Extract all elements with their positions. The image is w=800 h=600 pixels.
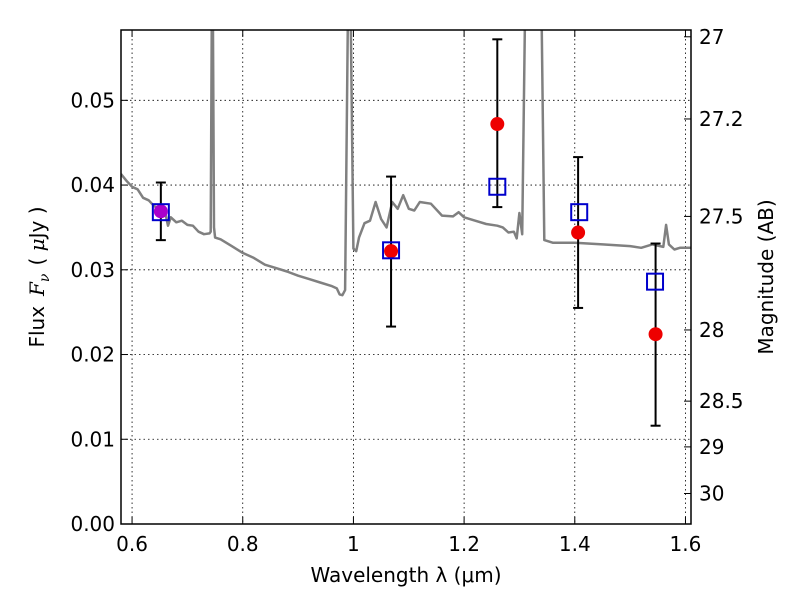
observed-point bbox=[384, 244, 399, 259]
right-tick-label: 27 bbox=[699, 25, 724, 49]
right-tick-label: 28 bbox=[699, 318, 724, 342]
model-band-point bbox=[570, 203, 589, 222]
x-tick-label: 1.2 bbox=[448, 532, 480, 556]
x-tick-label: 1.6 bbox=[670, 532, 702, 556]
right-tick-label: 30 bbox=[699, 481, 724, 505]
plot-frame bbox=[120, 29, 692, 525]
y-tick-label: 0.02 bbox=[70, 343, 115, 367]
right-tick-label: 28.5 bbox=[699, 389, 744, 413]
x-tick-label: 1.4 bbox=[559, 532, 591, 556]
observed-point bbox=[571, 225, 586, 240]
right-tick-label: 27.2 bbox=[699, 107, 744, 131]
y-tick-label: 0.05 bbox=[70, 88, 115, 112]
y-tick-label: 0.04 bbox=[70, 173, 115, 197]
right-axis-label: Magnitude (AB) bbox=[754, 199, 778, 354]
model-band-point bbox=[488, 177, 507, 196]
right-tick-label: 29 bbox=[699, 435, 724, 459]
y-tick-label: 0.03 bbox=[70, 258, 115, 282]
model-band-point bbox=[646, 272, 665, 291]
model-band-points bbox=[151, 177, 665, 291]
observed-point bbox=[490, 117, 505, 132]
x-tick-label: 0.6 bbox=[116, 532, 148, 556]
observed-point bbox=[648, 327, 663, 342]
y-tick-label: 0.01 bbox=[70, 427, 115, 451]
y-axis-ticks: 0.00 0.01 0.02 0.03 0.04 0.05 bbox=[70, 88, 128, 536]
observed-points bbox=[153, 117, 663, 342]
x-tick-label: 1 bbox=[347, 532, 360, 556]
right-tick-label: 27.5 bbox=[699, 204, 744, 228]
y-tick-label: 0.00 bbox=[70, 512, 115, 536]
model-band-point bbox=[382, 241, 401, 260]
plot-area bbox=[121, 30, 691, 427]
model-band-point bbox=[151, 203, 170, 222]
observed-point bbox=[153, 204, 168, 219]
x-axis-ticks: 0.6 0.8 1 1.2 1.4 1.6 bbox=[116, 30, 701, 556]
model-spectrum-line bbox=[121, 30, 691, 297]
x-tick-label: 0.8 bbox=[227, 532, 259, 556]
y-axis-label: FluxFν( μJy ) bbox=[25, 206, 53, 347]
x-axis-label: Wavelength λ (μm) bbox=[310, 563, 501, 587]
right-axis-ticks: 27 27.2 27.5 28 28.5 29 30 bbox=[684, 25, 744, 505]
